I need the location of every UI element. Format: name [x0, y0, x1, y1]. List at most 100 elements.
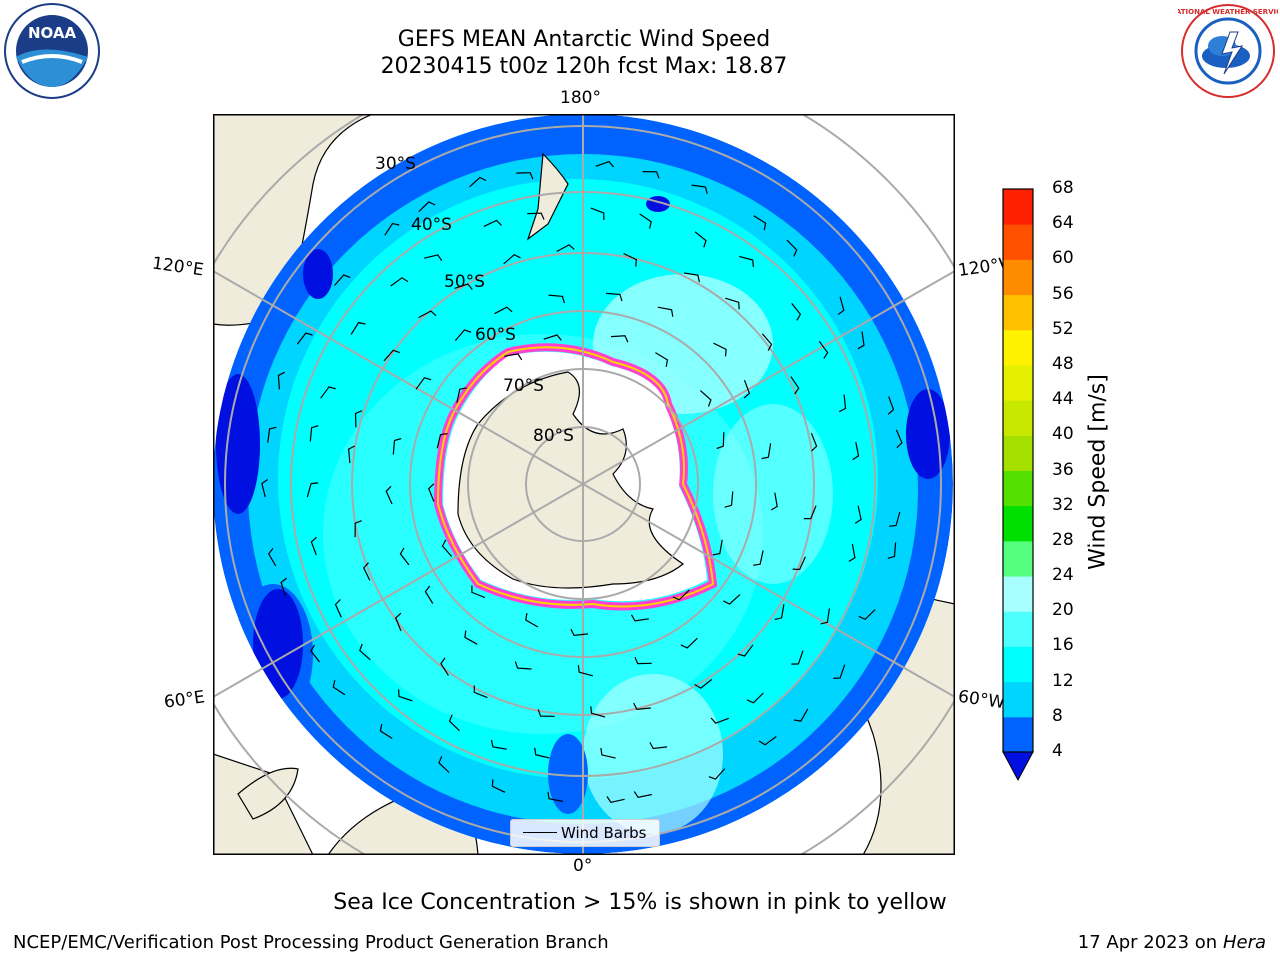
- colorbar-tick-label: 8: [1052, 705, 1063, 726]
- wind-barb: [887, 542, 897, 559]
- colorbar-segment: [1003, 540, 1033, 577]
- wind-barb: [456, 387, 467, 403]
- wind-barb: [606, 796, 625, 803]
- wind-speed-field: [213, 114, 953, 854]
- wind-barb: [454, 329, 472, 341]
- wind-barb: [724, 491, 734, 508]
- colorbar-segment: [1003, 224, 1033, 260]
- wind-barb: [448, 714, 460, 732]
- colorbar-segment: [1003, 364, 1033, 401]
- lat-label-70: 70°S: [503, 376, 544, 396]
- wind-barb: [758, 736, 777, 746]
- wind-barb: [280, 577, 287, 596]
- wind-barb: [334, 599, 342, 618]
- wind-barb: [792, 556, 806, 571]
- wind-barb: [639, 213, 652, 229]
- nws-logo: NATIONAL WEATHER SERVICE: [1170, 2, 1280, 100]
- wind-barb: [516, 172, 534, 180]
- wind-barbs: [261, 160, 903, 803]
- wind-barb: [657, 306, 674, 317]
- wind-barb: [473, 685, 488, 699]
- wind-barb: [630, 614, 649, 622]
- date-text: 17 Apr 2023 on: [1077, 932, 1218, 953]
- australia: [213, 114, 374, 326]
- wind-barb: [454, 283, 473, 290]
- colorbar-tick-label: 12: [1052, 670, 1074, 691]
- colorbar-tick-label: 56: [1052, 283, 1074, 304]
- colorbar-segment: [1003, 189, 1033, 225]
- wind-barb: [710, 717, 730, 724]
- wind-barb: [793, 708, 809, 722]
- wind-barb: [310, 644, 320, 663]
- wind-barb: [548, 294, 565, 304]
- sea-ice: [433, 343, 718, 611]
- colorbar-tick-label: 20: [1052, 600, 1074, 621]
- wind-barb: [543, 334, 562, 341]
- wind-barb: [384, 222, 400, 236]
- lon-label-180: 180°: [560, 88, 601, 108]
- wind-barb: [590, 706, 606, 718]
- new-zealand: [526, 152, 569, 241]
- wind-barb: [803, 505, 817, 520]
- wind-barb: [852, 441, 860, 461]
- map-frame: [213, 114, 955, 855]
- colorbar-tick-label: 4: [1052, 741, 1063, 761]
- wind-barb: [424, 585, 434, 604]
- wind-barb: [820, 608, 830, 625]
- sea-ice-note: Sea Ice Concentration > 15% is shown in …: [333, 890, 947, 915]
- wind-barb: [774, 604, 785, 620]
- wind-barb: [623, 253, 637, 267]
- wind-barb: [277, 371, 285, 390]
- wind-barb: [655, 352, 669, 367]
- wind-barb: [887, 396, 895, 415]
- wind-barb: [818, 341, 829, 359]
- wind-barb: [483, 219, 503, 227]
- wind-barb: [379, 723, 393, 739]
- wind-barb: [494, 306, 513, 315]
- colorbar-segment: [1003, 611, 1033, 647]
- wind-barb: [547, 791, 564, 802]
- colorbar-tick-label: 68: [1052, 178, 1074, 198]
- lon-label-0: 0°: [573, 856, 593, 876]
- colorbar-label: Wind Speed [m/s]: [1085, 374, 1111, 570]
- wind-barb: [716, 432, 725, 450]
- map-legend: Wind Barbs: [510, 819, 660, 847]
- wind-barb: [261, 479, 269, 498]
- wind-barb: [761, 443, 772, 460]
- wind-barb: [534, 747, 550, 759]
- graticule: [213, 114, 955, 855]
- wind-barb: [684, 272, 700, 283]
- colorbar-segment: [1003, 576, 1033, 612]
- wind-map: 30°S 40°S 50°S 60°S 70°S 80°S: [213, 114, 955, 855]
- lat-label-80: 80°S: [533, 426, 574, 446]
- colorbar-segment: [1003, 470, 1033, 507]
- madagascar: [237, 767, 299, 820]
- legend-label: Wind Barbs: [561, 824, 647, 842]
- wind-barb: [642, 171, 660, 179]
- wind-barb: [570, 628, 589, 637]
- wind-barb: [858, 609, 876, 621]
- wind-barb: [810, 432, 818, 452]
- colorbar-tick-label: 24: [1052, 565, 1074, 586]
- wind-barb: [490, 739, 507, 750]
- wind-barb: [743, 379, 751, 399]
- wind-barb: [691, 184, 708, 194]
- wind-barb: [600, 747, 616, 759]
- wind-barb: [708, 768, 726, 780]
- wind-barb: [713, 342, 727, 357]
- wind-barb: [347, 445, 356, 464]
- wind-barb: [649, 742, 668, 750]
- wind-barb: [595, 160, 615, 168]
- wind-barb: [723, 594, 741, 605]
- wind-barb: [309, 425, 319, 442]
- colorbar-tick-label: 44: [1052, 389, 1074, 410]
- wind-barb: [634, 656, 652, 665]
- colorbar-segment: [1003, 716, 1033, 753]
- wind-barb: [362, 562, 371, 581]
- wind-barb: [694, 231, 707, 248]
- chart-title: GEFS MEAN Antarctic Wind Speed: [397, 27, 771, 52]
- credit-text: NCEP/EMC/Verification Post Processing Pr…: [13, 932, 609, 953]
- wind-barb: [504, 353, 523, 361]
- colorbar-tick-label: 16: [1052, 635, 1074, 656]
- wind-barb: [857, 331, 865, 350]
